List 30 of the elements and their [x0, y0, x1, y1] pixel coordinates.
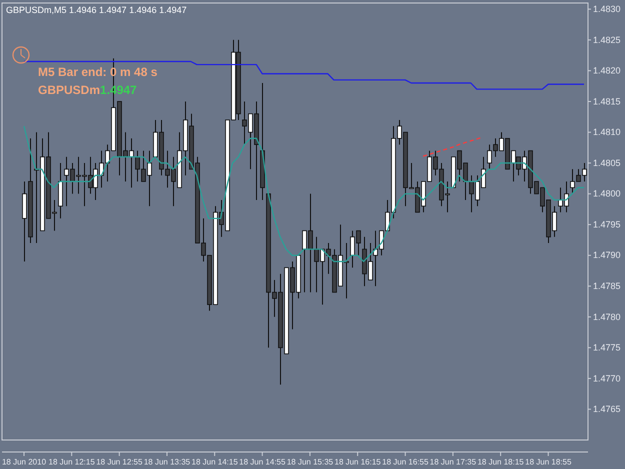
- y-tick-label: 1.4790: [593, 250, 621, 260]
- x-tick-label: 18 Jun 12:55: [96, 458, 143, 467]
- y-tick-label: 1.4805: [593, 158, 621, 168]
- x-tick-label: 18 Jun 18:15: [477, 458, 524, 467]
- x-tick-label: 18 Jun 17:35: [430, 458, 477, 467]
- y-tick-label: 1.4825: [593, 34, 621, 45]
- line-series: [422, 136, 484, 157]
- y-tick-label: 1.4770: [593, 373, 621, 384]
- x-tick-label: 18 Jun 15:35: [286, 458, 334, 467]
- x-tick-label: 18 Jun 2010: [2, 458, 47, 467]
- chart-title: GBPUSDm,M5 1.4946 1.4947 1.4946 1.4947: [6, 5, 187, 15]
- y-tick-label: 1.4815: [593, 96, 621, 106]
- annotation: GBPUSDm: [38, 83, 100, 97]
- y-tick-label: 1.4830: [593, 4, 621, 14]
- y-tick-label: 1.4820: [593, 66, 621, 76]
- x-tick-label: 18 Jun 16:55: [382, 458, 429, 467]
- x-tick-label: 18 Jun 12:15: [48, 458, 96, 467]
- x-tick-label: 18 Jun 18:55: [525, 458, 572, 467]
- y-tick-label: 1.4765: [593, 404, 621, 414]
- y-tick-label: 1.4795: [593, 219, 621, 230]
- x-tick-label: 18 Jun 16:15: [334, 458, 382, 467]
- x-tick-label: 18 Jun 14:15: [192, 458, 238, 467]
- line-series: [23, 126, 585, 262]
- y-tick-label: 1.4785: [593, 281, 621, 292]
- x-tick-label: 18 Jun 13:35: [144, 458, 191, 467]
- y-tick-label: 1.4800: [593, 188, 621, 199]
- y-tick-label: 1.4780: [593, 312, 621, 322]
- y-tick-label: 1.4775: [593, 342, 621, 353]
- y-tick-label: 1.4810: [593, 127, 621, 138]
- x-tick-label: 18 Jun 14:55: [239, 458, 286, 467]
